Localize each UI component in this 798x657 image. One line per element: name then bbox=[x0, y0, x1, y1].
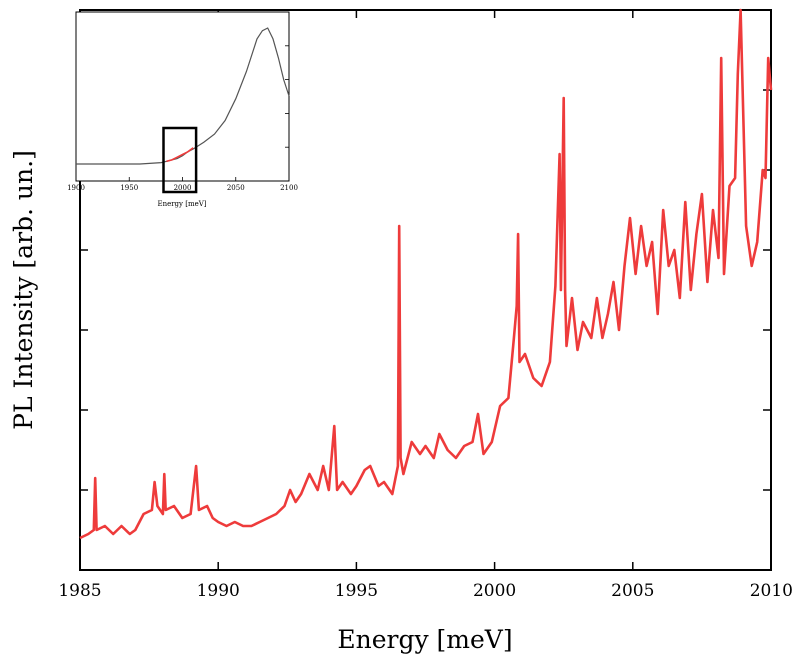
inset-ticks: 1900 1950 2000 2050 2100 bbox=[67, 45, 298, 192]
inset-x-tick-label: 2050 bbox=[227, 184, 245, 192]
x-tick-label: 1985 bbox=[58, 581, 101, 601]
y-axis-label: PL Intensity [arb. un.] bbox=[9, 150, 38, 430]
inset-series-highlighted-range bbox=[166, 147, 194, 163]
inset-x-tick-label: 2100 bbox=[280, 184, 298, 192]
x-axis-label: Energy [meV] bbox=[337, 625, 512, 654]
inset-x-tick-label: 1950 bbox=[120, 184, 138, 192]
inset-plot: 1900 1950 2000 2050 2100 Energy [meV] bbox=[67, 11, 298, 208]
x-tick-label: 1990 bbox=[197, 581, 240, 601]
inset-x-tick-label: 1900 bbox=[67, 184, 85, 192]
x-tick-label: 2000 bbox=[473, 581, 516, 601]
main-plot: 1985 1990 1995 2000 2005 2010 Energy [meV] PL… bbox=[9, 8, 793, 654]
x-tick-label: 2010 bbox=[750, 581, 793, 601]
main-series-line bbox=[79, 8, 773, 540]
main-plot-frame bbox=[79, 9, 772, 571]
inset-x-axis-label: Energy [meV] bbox=[157, 200, 206, 208]
inset-x-tick-label: 2000 bbox=[174, 184, 192, 192]
inset-zoom-highlight-box bbox=[162, 126, 198, 194]
x-tick-label: 1995 bbox=[335, 581, 378, 601]
inset-background bbox=[76, 12, 289, 181]
x-tick-label: 2005 bbox=[611, 581, 654, 601]
main-x-ticks: 1985 1990 1995 2000 2005 2010 bbox=[58, 10, 793, 601]
